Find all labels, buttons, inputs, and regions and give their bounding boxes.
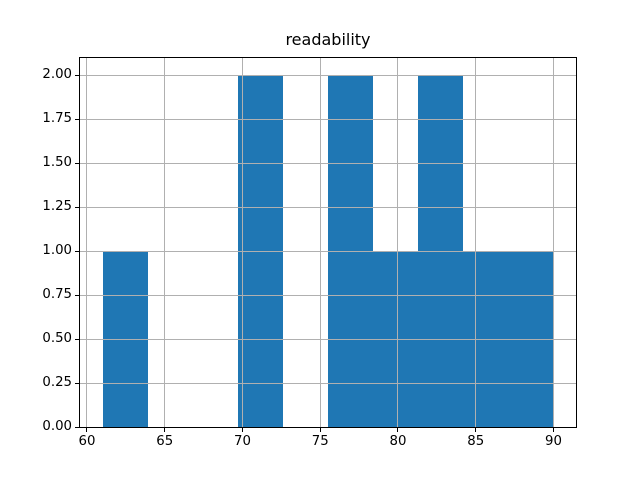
- horizontal-gridline: [80, 206, 576, 208]
- vertical-gridline: [164, 57, 166, 428]
- horizontal-gridline: [80, 426, 576, 428]
- chart-title: readability: [285, 29, 371, 49]
- y-tick-label: 1.75: [42, 111, 72, 127]
- vertical-gridline: [241, 57, 243, 428]
- y-tick-mark: [75, 250, 79, 252]
- x-tick-label: 80: [389, 434, 407, 450]
- x-tick-mark: [475, 428, 477, 433]
- vertical-gridline: [552, 57, 554, 428]
- x-tick-mark: [319, 428, 321, 433]
- y-tick-label: 0.00: [42, 419, 72, 435]
- y-tick-mark: [75, 162, 79, 164]
- y-tick-label: 0.50: [42, 331, 72, 347]
- x-tick-label: 70: [234, 434, 251, 450]
- x-tick-label: 90: [544, 434, 562, 450]
- y-tick-label: 0.75: [42, 287, 72, 303]
- horizontal-gridline: [80, 294, 576, 296]
- horizontal-gridline: [80, 338, 576, 340]
- y-tick-label: 2.00: [42, 67, 72, 83]
- x-tick-label: 60: [78, 434, 96, 450]
- x-tick-label: 85: [467, 434, 485, 450]
- y-tick-label: 1.00: [42, 243, 72, 259]
- y-tick-label: 0.25: [42, 375, 72, 391]
- x-tick-mark: [552, 428, 554, 433]
- x-tick-label: 65: [156, 434, 174, 450]
- x-tick-mark: [86, 428, 88, 433]
- y-tick-mark: [75, 382, 79, 384]
- y-tick-label: 1.50: [42, 155, 72, 171]
- x-tick-mark: [397, 428, 399, 433]
- y-tick-label: 1.25: [42, 199, 72, 215]
- y-tick-mark: [75, 426, 79, 428]
- plot-area: [80, 57, 576, 428]
- vertical-gridline: [397, 57, 399, 428]
- x-tick-mark: [164, 428, 166, 433]
- horizontal-gridline: [80, 118, 576, 120]
- vertical-gridline: [475, 57, 477, 428]
- vertical-gridline: [319, 57, 321, 428]
- horizontal-gridline: [80, 250, 576, 252]
- vertical-gridline: [86, 57, 88, 428]
- y-tick-mark: [75, 206, 79, 208]
- y-tick-mark: [75, 74, 79, 76]
- y-tick-mark: [75, 338, 79, 340]
- y-tick-mark: [75, 118, 79, 120]
- horizontal-gridline: [80, 382, 576, 384]
- horizontal-gridline: [80, 74, 576, 76]
- x-tick-label: 75: [311, 434, 329, 450]
- y-tick-mark: [75, 294, 79, 296]
- x-tick-mark: [241, 428, 243, 433]
- horizontal-gridline: [80, 162, 576, 164]
